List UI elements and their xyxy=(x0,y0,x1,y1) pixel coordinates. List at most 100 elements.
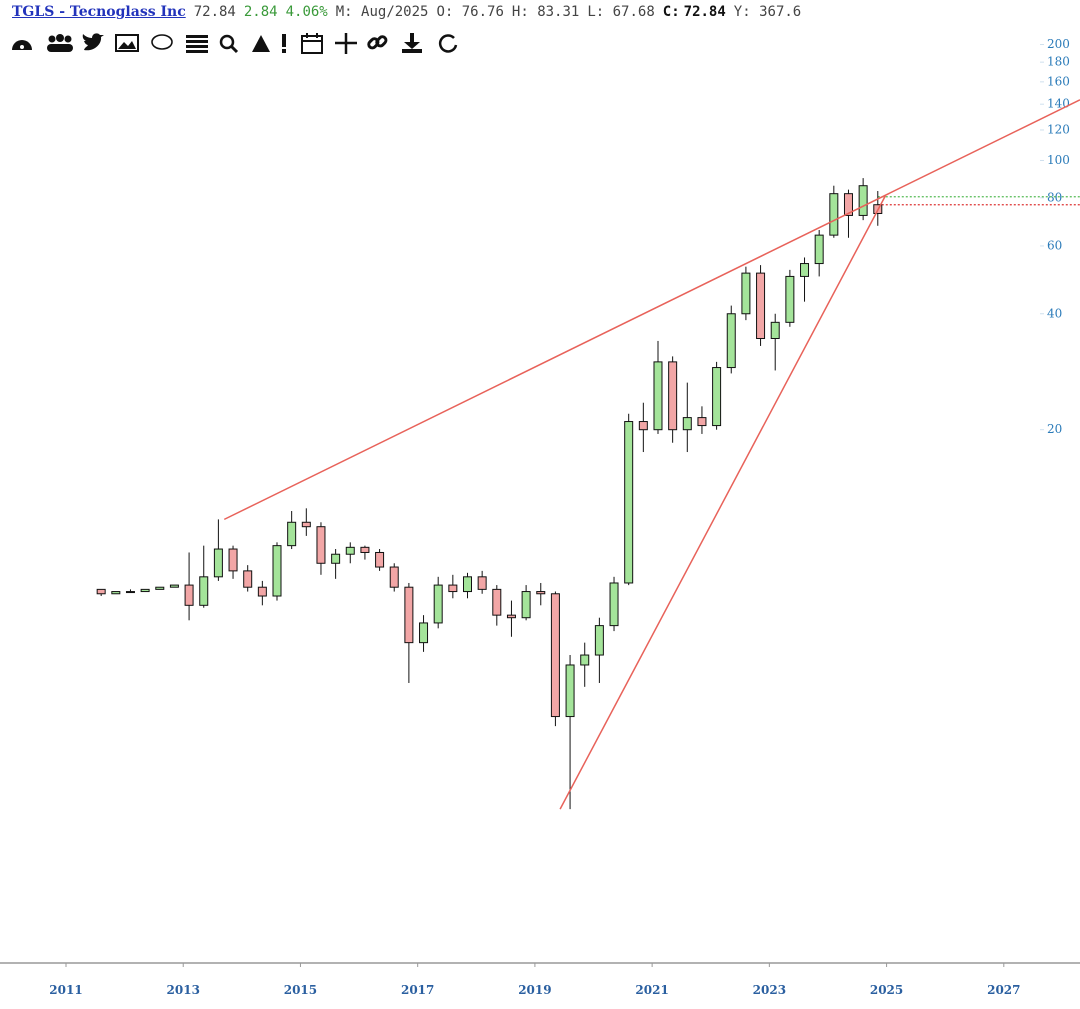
trendline xyxy=(223,99,1080,521)
y-tick-label: 200 xyxy=(1047,37,1070,51)
candle-body xyxy=(506,614,516,619)
candle-body xyxy=(345,546,355,555)
candle-body xyxy=(697,417,707,427)
y-tick-label: 180 xyxy=(1047,55,1070,69)
candle-body xyxy=(609,582,619,627)
candle-body xyxy=(419,622,429,644)
trendline xyxy=(559,195,887,810)
x-tick-label: 2025 xyxy=(870,983,903,997)
y-value: Y: 367.6 xyxy=(733,4,802,20)
x-tick-label: 2021 xyxy=(635,983,668,997)
x-tick-label: 2013 xyxy=(167,983,200,997)
candle-body xyxy=(389,566,399,588)
candle-body xyxy=(433,584,443,624)
users-icon[interactable] xyxy=(47,34,73,52)
candle-body xyxy=(521,591,531,619)
y-tick-label: 120 xyxy=(1047,122,1070,136)
candle-body xyxy=(287,521,297,547)
x-tick-label: 2015 xyxy=(284,983,317,997)
change: 2.84 xyxy=(243,4,278,20)
y-tick-label: 140 xyxy=(1047,97,1070,111)
dashboard-icon[interactable] xyxy=(12,40,32,50)
candle-body xyxy=(213,548,223,578)
candle-body xyxy=(228,548,238,572)
candle-body xyxy=(653,361,663,431)
candle-body xyxy=(800,263,810,277)
candle-body xyxy=(125,591,135,594)
candle-body xyxy=(741,272,751,315)
candle-body xyxy=(331,553,341,564)
triangle-icon[interactable] xyxy=(252,35,270,52)
y-tick-label: 100 xyxy=(1047,153,1070,167)
ticker-link[interactable]: TGLS - Tecnoglass Inc xyxy=(12,4,186,20)
candle-body xyxy=(580,654,590,666)
search-icon[interactable] xyxy=(219,34,239,54)
candle-body xyxy=(492,588,502,616)
y-tick-label: 40 xyxy=(1047,306,1062,320)
candle-body xyxy=(448,584,458,593)
candle-body xyxy=(712,367,722,427)
candle-body xyxy=(682,417,692,431)
candle-body xyxy=(404,586,414,644)
alert-icon[interactable] xyxy=(282,34,286,53)
candle-body xyxy=(668,361,678,431)
candle-body xyxy=(184,584,194,606)
candle-body xyxy=(565,664,575,718)
x-tick-label: 2017 xyxy=(401,983,434,997)
candle-body xyxy=(257,586,267,597)
candle-body xyxy=(316,526,326,564)
candle-body xyxy=(624,421,634,584)
link-icon[interactable] xyxy=(367,35,388,50)
candle-body xyxy=(140,588,150,593)
candle-body xyxy=(829,193,839,236)
candle-body xyxy=(375,551,385,568)
open: O: 76.76 xyxy=(436,4,504,20)
candle-body xyxy=(243,570,253,588)
low: L: 67.68 xyxy=(587,4,655,20)
x-tick-label: 2023 xyxy=(753,983,786,997)
change-pct: 4.06% xyxy=(285,4,328,20)
candle-body xyxy=(858,185,868,216)
candle-body xyxy=(169,584,179,588)
candle-body xyxy=(199,576,209,606)
candle-body xyxy=(770,321,780,339)
move-icon[interactable] xyxy=(335,33,357,54)
high: H: 83.31 xyxy=(511,4,580,20)
candle-body xyxy=(638,421,648,431)
candle-body xyxy=(272,545,282,597)
candle-body xyxy=(301,521,311,528)
close-label: C: xyxy=(662,4,680,20)
candle-body xyxy=(785,275,795,323)
candle-body xyxy=(96,588,106,595)
candle-body xyxy=(462,576,472,593)
comment-icon[interactable] xyxy=(151,34,173,50)
candle-body xyxy=(550,593,560,718)
candle-body xyxy=(360,546,370,553)
x-tick-label: 2011 xyxy=(49,983,82,997)
candle-body xyxy=(843,193,853,216)
refresh-icon[interactable] xyxy=(438,34,458,53)
list-icon[interactable] xyxy=(186,35,208,53)
twitter-icon[interactable] xyxy=(82,33,104,51)
calendar-icon[interactable] xyxy=(301,33,323,54)
candle-body xyxy=(536,591,546,595)
y-tick-label: 160 xyxy=(1047,74,1070,88)
toolbar xyxy=(12,33,458,54)
quote-header: TGLS - Tecnoglass Inc 72.84 2.84 4.06% M: Au… xyxy=(12,4,809,20)
candle-body xyxy=(155,586,165,590)
download-icon[interactable] xyxy=(402,33,422,53)
candle-body xyxy=(756,272,766,339)
x-tick-label: 2027 xyxy=(987,983,1020,997)
candle-body xyxy=(814,234,824,265)
image-icon[interactable] xyxy=(115,34,139,52)
last-price: 72.84 xyxy=(193,4,236,20)
candle-body xyxy=(594,625,604,656)
candle-body xyxy=(111,591,121,595)
period: M: Aug/2025 xyxy=(335,4,429,20)
close: 72.84 xyxy=(683,4,726,20)
candle-body xyxy=(726,313,736,369)
y-tick-label: 60 xyxy=(1047,238,1062,252)
candle-body xyxy=(477,576,487,590)
